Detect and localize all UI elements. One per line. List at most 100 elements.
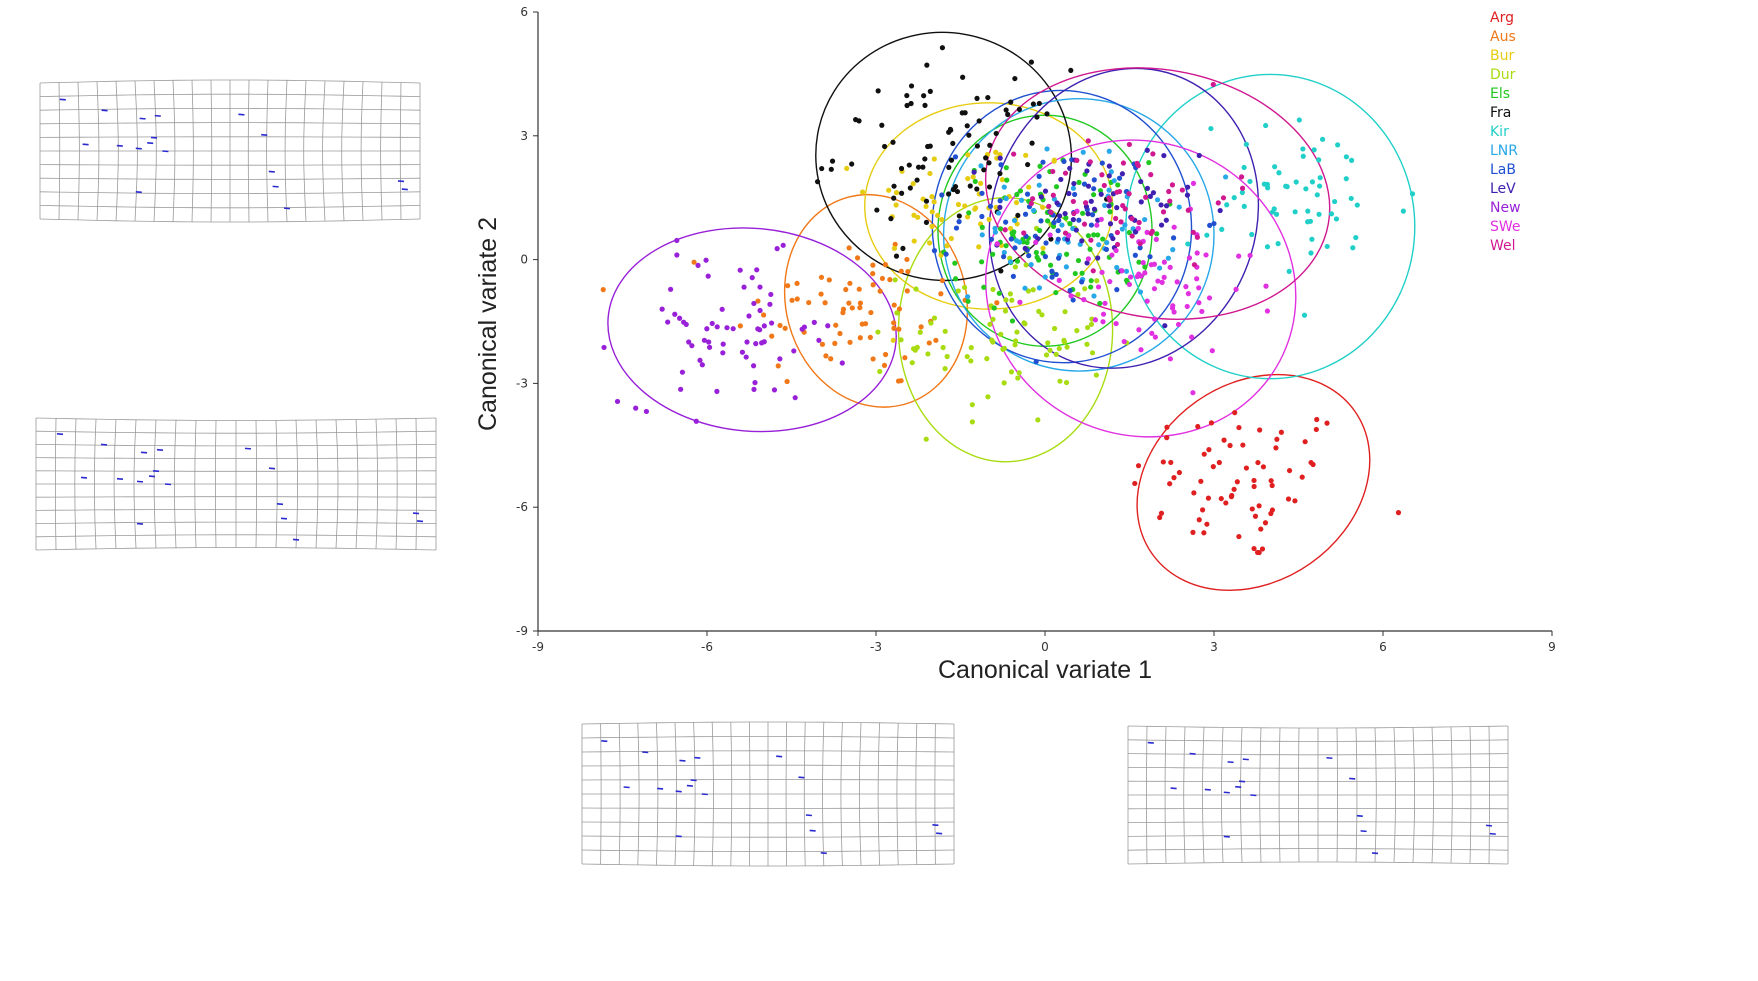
point-bur	[931, 199, 937, 205]
point-fra	[898, 165, 905, 172]
point-bur	[948, 235, 954, 242]
point-els	[1050, 223, 1057, 229]
point-lab	[953, 225, 960, 231]
grid-line	[415, 418, 417, 550]
landmark-marker	[601, 740, 608, 743]
point-fra	[986, 184, 993, 190]
grid-line	[295, 420, 299, 548]
point-fra	[1036, 100, 1042, 107]
point-lab	[1024, 191, 1031, 197]
point-aus	[691, 259, 697, 265]
point-kir	[1300, 153, 1306, 159]
point-aus	[847, 339, 853, 345]
point-bur	[986, 216, 992, 222]
grid-line	[375, 419, 379, 549]
grid-line	[275, 420, 278, 548]
point-kir	[1316, 183, 1323, 189]
landmark-marker	[1189, 752, 1196, 755]
y-axis-title: Canonical variate 2	[474, 217, 502, 431]
point-arg	[1168, 459, 1174, 466]
point-lab	[988, 236, 995, 242]
point-kir	[1314, 192, 1320, 198]
point-fra	[950, 186, 957, 193]
point-kir	[1261, 181, 1267, 187]
point-wel	[1002, 227, 1008, 233]
point-els	[1037, 163, 1043, 169]
data-points	[600, 45, 1416, 556]
point-lev	[1217, 207, 1223, 214]
point-wel	[1101, 182, 1107, 189]
grid-line	[896, 723, 899, 865]
point-lab	[1043, 240, 1049, 246]
landmark-marker	[936, 832, 943, 835]
grid-line	[1298, 727, 1300, 863]
point-swe	[1161, 259, 1167, 265]
point-fra	[956, 213, 962, 219]
point-wel	[1179, 187, 1185, 193]
grid-line	[341, 81, 345, 221]
point-aus	[905, 268, 911, 275]
point-aus	[904, 288, 910, 294]
point-aus	[938, 291, 944, 297]
point-aus	[857, 300, 864, 306]
point-lnr	[1108, 169, 1114, 175]
point-lnr	[1157, 265, 1163, 271]
point-aus	[887, 277, 893, 283]
point-els	[1014, 191, 1020, 198]
point-bur	[890, 337, 896, 343]
grid-line	[133, 419, 137, 549]
landmark-marker	[56, 433, 64, 436]
point-arg	[1201, 530, 1207, 536]
point-swe	[1184, 303, 1190, 310]
point-els	[1072, 270, 1078, 277]
point-lnr	[1091, 293, 1097, 299]
point-lev	[1158, 222, 1165, 228]
point-new	[695, 262, 701, 269]
point-new	[706, 339, 712, 345]
point-swe	[1068, 293, 1074, 299]
grid-line	[1488, 726, 1490, 864]
landmark-marker	[1326, 756, 1333, 760]
point-lev	[1098, 191, 1104, 197]
grid-line	[1183, 726, 1186, 864]
point-kir	[1317, 175, 1323, 181]
point-aus	[891, 325, 897, 331]
point-lev	[1138, 199, 1144, 205]
point-arg	[1262, 520, 1269, 526]
point-dur	[1016, 370, 1022, 376]
point-aus	[849, 305, 855, 311]
point-els	[1123, 277, 1130, 283]
point-bur	[964, 214, 971, 220]
grid-line	[693, 722, 696, 866]
landmark-marker	[136, 522, 144, 525]
point-lev	[1163, 203, 1170, 209]
point-bur	[999, 177, 1005, 183]
point-lev	[997, 155, 1003, 161]
point-dur	[968, 358, 974, 364]
point-lev	[1079, 238, 1085, 244]
point-lab	[1061, 158, 1067, 165]
point-dur	[1015, 375, 1021, 381]
point-arg	[1132, 480, 1138, 487]
point-lab	[1026, 253, 1032, 259]
grid-line	[284, 80, 288, 222]
point-fra	[974, 95, 980, 101]
grid-line	[656, 722, 659, 866]
point-wel	[1062, 230, 1069, 236]
point-swe	[1167, 356, 1173, 362]
point-lev	[1054, 200, 1060, 206]
point-aus	[926, 340, 932, 346]
point-lnr	[1096, 242, 1102, 248]
point-lev	[1196, 152, 1202, 159]
point-dur	[1056, 345, 1062, 352]
point-arg	[1204, 521, 1210, 527]
grid-line	[77, 82, 80, 220]
point-dur	[1053, 351, 1059, 357]
point-wel	[1114, 229, 1121, 236]
grid-line	[173, 420, 177, 548]
landmark-marker	[675, 835, 682, 838]
point-swe	[1169, 305, 1176, 311]
point-swe	[1263, 283, 1269, 289]
point-aus	[837, 330, 843, 337]
point-lnr	[1031, 207, 1037, 214]
